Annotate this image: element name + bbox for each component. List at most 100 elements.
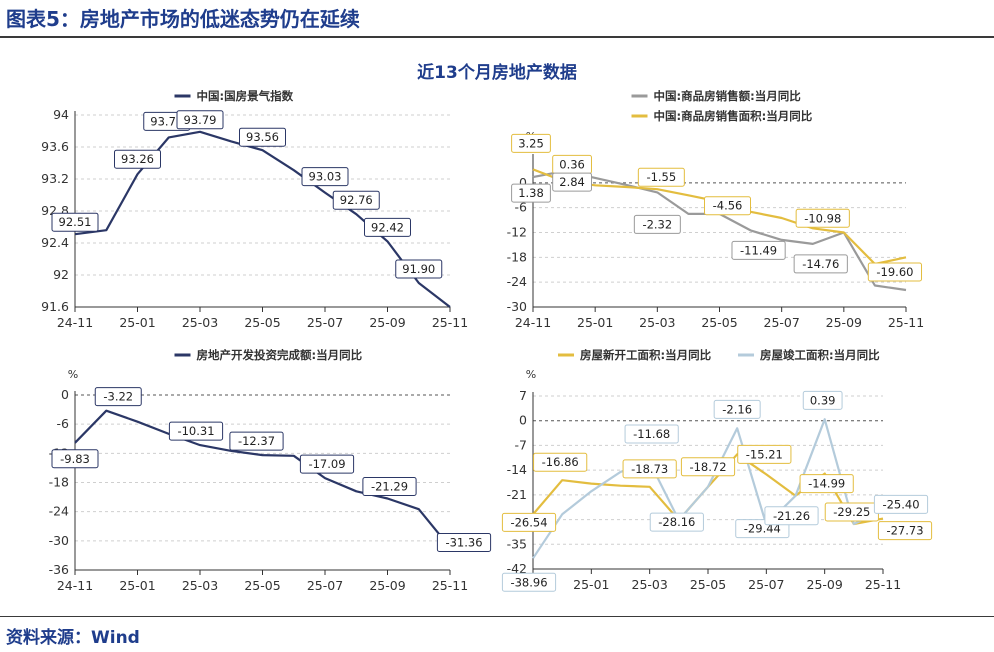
data-label-text: -19.60	[876, 265, 913, 279]
data-label-box	[362, 476, 417, 496]
x-tick-label: 25-03	[632, 577, 668, 592]
series-line-1	[532, 418, 884, 559]
data-label-text: -12.37	[238, 434, 275, 448]
data-label: -18.73	[622, 459, 677, 479]
y-tick-label: 94	[53, 107, 69, 122]
figure-title: 图表5：房地产市场的低迷态势仍在延续	[6, 7, 360, 31]
data-label-box	[301, 167, 349, 187]
data-label-box	[704, 196, 751, 216]
data-label-box	[737, 444, 792, 464]
data-label: -16.86	[533, 452, 588, 472]
data-label-box	[731, 240, 786, 260]
data-label-box	[51, 212, 99, 232]
x-tick-label: 25-07	[307, 578, 343, 593]
data-label: -2.16	[713, 399, 761, 419]
data-label-text: 2.84	[559, 175, 585, 189]
x-tick-label: 25-01	[119, 315, 155, 330]
top-divider	[0, 36, 994, 38]
data-label-box	[395, 259, 443, 279]
y-tick-label: 0	[519, 413, 527, 428]
x-tick-label: 25-09	[369, 315, 405, 330]
data-label-text: -3.22	[103, 390, 133, 404]
y-tick-label: 92.4	[41, 235, 69, 250]
legend-label: 房屋竣工面积:当月同比	[760, 348, 880, 362]
y-tick-label: -36	[49, 562, 69, 577]
x-tick-label: 25-03	[182, 315, 218, 330]
legend-label: 中国:国房景气指数	[197, 89, 294, 103]
y-tick-label: -18	[49, 475, 69, 490]
data-label: 92.51	[51, 212, 99, 232]
y-tick-label: 93.2	[41, 171, 69, 186]
data-label-text: -31.36	[445, 535, 482, 549]
data-label: -38.96	[501, 572, 557, 592]
data-label-box	[867, 262, 923, 282]
data-label: 1.38	[511, 183, 551, 203]
data-label: -1.55	[637, 167, 685, 187]
y-tick-label: -7	[515, 437, 527, 452]
y-tick-label: -24	[49, 504, 69, 519]
data-label-box	[793, 254, 848, 274]
data-label: -31.36	[436, 532, 492, 552]
data-label-box	[51, 449, 99, 469]
data-label: 0.39	[802, 390, 843, 410]
x-tick-label: 25-07	[748, 577, 784, 592]
data-label: -9.83	[51, 449, 99, 469]
x-tick-label: 25-11	[432, 578, 468, 593]
data-label-box	[511, 183, 551, 203]
x-tick-label: 25-03	[639, 315, 675, 330]
x-tick-label: 25-05	[690, 577, 726, 592]
data-label-text: -16.86	[542, 455, 579, 469]
data-label: 92.42	[364, 217, 411, 237]
x-tick-label: 25-07	[307, 315, 343, 330]
data-label: -17.09	[299, 454, 355, 474]
data-label-text: -18.72	[689, 460, 726, 474]
y-tick-label: -35	[507, 536, 527, 551]
x-tick-label: 25-11	[865, 577, 901, 592]
data-label-text: 0.36	[559, 157, 585, 171]
data-label-text: -26.54	[510, 515, 547, 529]
data-label-text: -18.73	[631, 462, 668, 476]
y-tick-label: -6	[515, 200, 528, 215]
data-label: -19.60	[867, 262, 923, 282]
data-label: 0.36	[552, 154, 592, 174]
data-label: -25.40	[873, 494, 929, 514]
data-label-text: -29.25	[833, 505, 870, 519]
data-label-box	[873, 494, 929, 514]
legend: 房地产开发投资完成额:当月同比	[174, 348, 363, 362]
data-label: -10.98	[795, 208, 850, 228]
x-tick-label: 25-01	[577, 315, 613, 330]
data-label-box	[713, 399, 761, 419]
data-label-text: 91.90	[402, 262, 435, 276]
data-label-text: -10.98	[804, 211, 841, 225]
data-label: -11.68	[624, 424, 679, 444]
data-label-box	[680, 457, 736, 477]
data-label: 93.56	[239, 127, 286, 147]
data-label-text: -1.55	[646, 170, 676, 184]
y-tick-label: -30	[49, 533, 69, 548]
data-label: 2.84	[552, 172, 592, 192]
legend-label: 中国:商品房销售面积:当月同比	[654, 109, 813, 123]
bottom-divider	[0, 616, 994, 617]
series-line-0	[74, 130, 451, 308]
x-tick-label: 25-05	[701, 315, 737, 330]
chart-tr: -30 -24 -18 -12 -6 0 24-11 25-01 25-03 25-05 25-07…	[507, 89, 925, 330]
data-label-box	[364, 217, 411, 237]
data-label-box	[552, 172, 592, 192]
data-label-text: -38.96	[510, 575, 547, 589]
unit-label: %	[68, 368, 78, 381]
data-label-box	[501, 512, 557, 532]
x-tick-label: 25-05	[244, 315, 280, 330]
data-label: -10.31	[168, 421, 224, 441]
data-label: 93.26	[114, 149, 161, 169]
data-label-text: 92.51	[59, 215, 92, 229]
x-tick-label: 25-11	[888, 315, 924, 330]
x-tick-label: 24-11	[57, 578, 93, 593]
data-label: 3.25	[511, 133, 551, 153]
data-label-text: -9.83	[60, 452, 90, 466]
legend-label: 中国:商品房销售额:当月同比	[654, 89, 802, 103]
y-tick-label: 7	[519, 388, 527, 403]
x-tick-label: 25-01	[573, 577, 609, 592]
legend: 中国:国房景气指数	[174, 89, 294, 103]
